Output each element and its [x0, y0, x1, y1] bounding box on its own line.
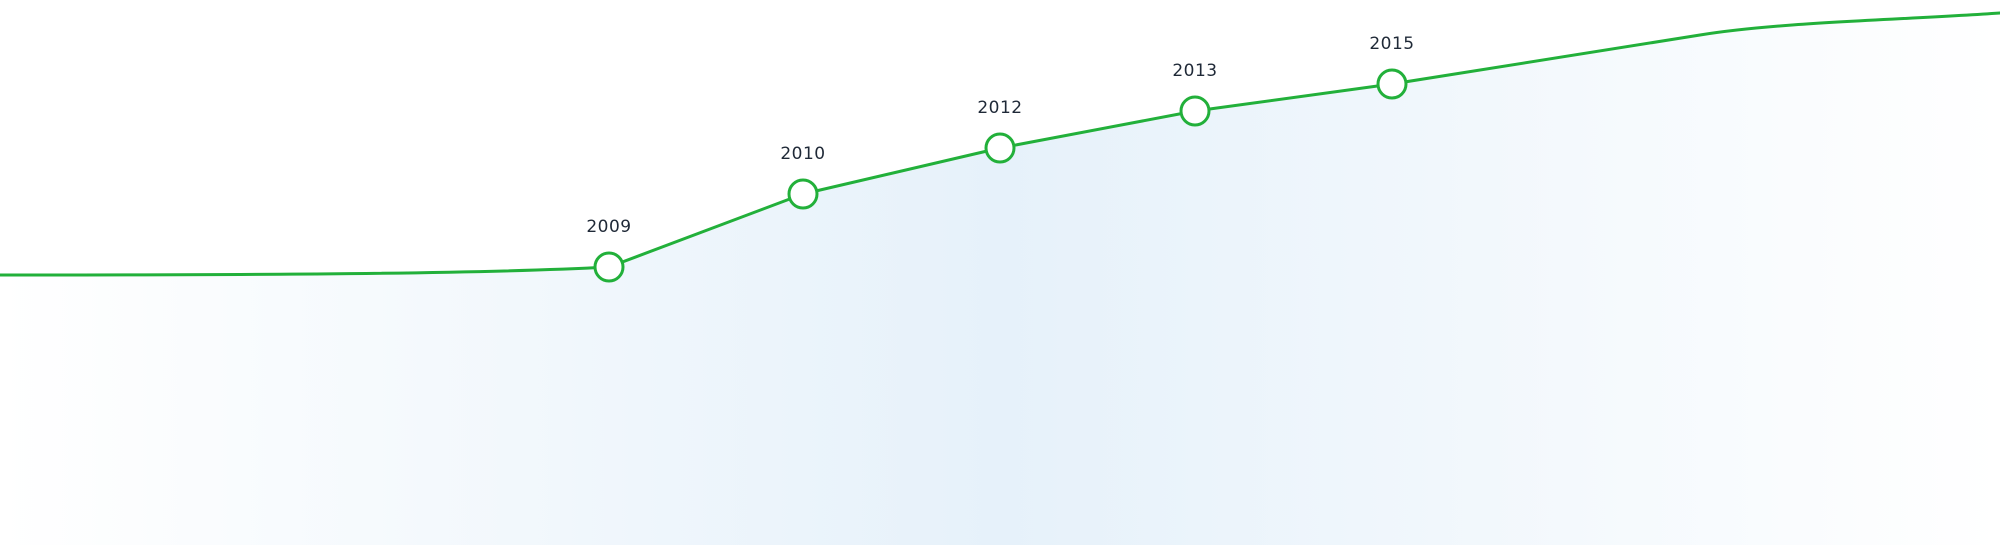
- milestone-marker-2013[interactable]: [1179, 95, 1211, 127]
- milestone-label-2015: 2015: [1369, 34, 1414, 54]
- milestone-label-2010: 2010: [780, 144, 825, 164]
- milestone-label-2012: 2012: [977, 98, 1022, 118]
- milestone-label-2013: 2013: [1172, 61, 1217, 81]
- milestone-group: 2009 2010 2012 2013 2015: [586, 34, 1414, 283]
- milestone-label-2009: 2009: [586, 217, 631, 237]
- timeline-area-fill: [0, 13, 2000, 545]
- milestone-marker-2012[interactable]: [984, 132, 1016, 164]
- milestone-marker-2010[interactable]: [787, 178, 819, 210]
- milestone-marker-2015[interactable]: [1376, 68, 1408, 100]
- milestone-marker-2009[interactable]: [593, 251, 625, 283]
